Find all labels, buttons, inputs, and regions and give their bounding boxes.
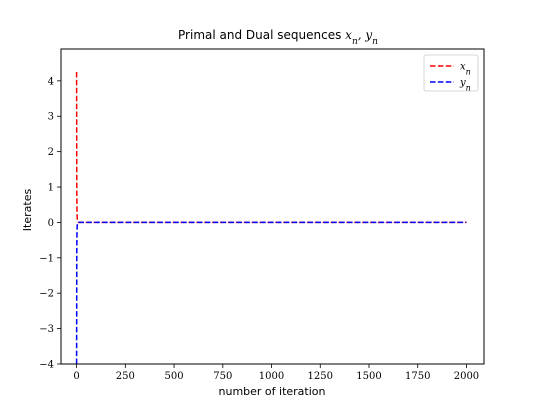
series-line-xn (75, 72, 467, 224)
y-tick-label: 0 (48, 218, 54, 229)
x-tick-label: 500 (165, 371, 184, 382)
legend-box (423, 54, 479, 92)
plot-frame (60, 48, 485, 365)
x-tick-label: 1250 (308, 371, 333, 382)
y-tick-label: 3 (48, 112, 54, 123)
legend-label: xn (460, 62, 471, 77)
y-tick-label: −2 (39, 289, 54, 300)
x-tick-label: 0 (73, 371, 79, 382)
axis-ticks: 0 250 500 750 1000 1250 1500 1750 2000 −4 −3 −2 −1 0 1… (39, 76, 479, 382)
y-tick-label: −3 (39, 324, 54, 335)
y-tick-label: 1 (48, 183, 54, 194)
x-tick-label: 750 (213, 371, 232, 382)
y-axis-label: Iterates (21, 189, 34, 232)
x-tick-label: 250 (116, 371, 135, 382)
legend-label: yn (459, 78, 471, 93)
y-tick-label: −1 (39, 253, 54, 264)
y-tick-label: 4 (48, 76, 54, 87)
series-line-yn (75, 221, 467, 364)
x-tick-label: 1500 (356, 371, 381, 382)
x-tick-label: 1000 (259, 371, 284, 382)
x-tick-label: 1750 (405, 371, 430, 382)
chart-title-math: xn, yn (345, 28, 378, 47)
x-axis-label: number of iteration (219, 385, 326, 398)
chart-title-text: Primal and Dual sequences (178, 28, 345, 42)
y-tick-label: 2 (48, 147, 54, 158)
y-tick-label: −4 (39, 360, 54, 371)
x-tick-label: 2000 (454, 371, 479, 382)
chart-title: Primal and Dual sequences xn, yn (178, 28, 378, 47)
plot-area (75, 72, 467, 364)
